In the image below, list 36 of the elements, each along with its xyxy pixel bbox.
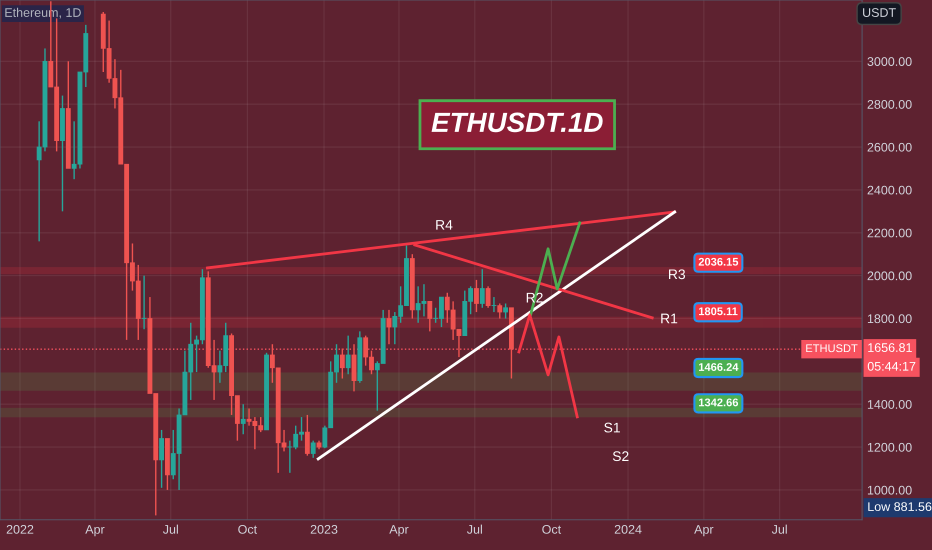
band-label: 1805.11 [699, 307, 738, 316]
x-tick-label: Oct [238, 524, 258, 534]
y-tick-label: 3000.00 [867, 57, 912, 66]
y-tick-label: 1400.00 [868, 400, 912, 409]
y-tick-label: 1800.00 [868, 314, 912, 324]
x-tick-label: Apr [389, 525, 408, 536]
x-tick-label: Apr [85, 525, 104, 536]
annotation: R4 [436, 220, 452, 230]
annotation: R1 [661, 314, 678, 324]
y-tick-label: 2000.00 [868, 271, 912, 280]
y-tick-label: 2400.00 [868, 186, 912, 195]
band-label: 2036.15 [698, 258, 738, 266]
x-tick-label: Jul [772, 524, 787, 534]
x-tick-label: Oct [542, 524, 562, 534]
y-tick-label: 1000.00 [868, 486, 912, 495]
band-label: 1466.24 [699, 363, 738, 371]
text: 05:44:17 [868, 362, 916, 371]
x-tick-label: 2023 [310, 524, 338, 534]
text: 1656.81 [868, 343, 912, 352]
annotation: S2 [612, 451, 629, 462]
ref-line-label: ETHUSDT [806, 344, 858, 352]
y-tick-label: 1200.00 [868, 442, 912, 452]
x-tick-label: 2022 [6, 524, 34, 534]
text: ETHUSDT.1D [432, 112, 603, 132]
annotation: S1 [604, 422, 620, 433]
y-tick-label: 2200.00 [868, 228, 912, 238]
text: Low 881.56 [868, 502, 932, 512]
band-label: 1342.66 [699, 398, 738, 406]
y-axis-title: USDT [863, 8, 896, 17]
x-tick-label: Jul [162, 524, 178, 534]
y-tick-label: 2800.00 [868, 100, 912, 109]
annotation: R3 [669, 269, 686, 280]
x-tick-label: Apr [694, 525, 714, 536]
y-tick-label: 2600.00 [868, 142, 912, 152]
x-tick-label: 2024 [614, 524, 642, 534]
x-tick-label: Jul [466, 524, 482, 534]
